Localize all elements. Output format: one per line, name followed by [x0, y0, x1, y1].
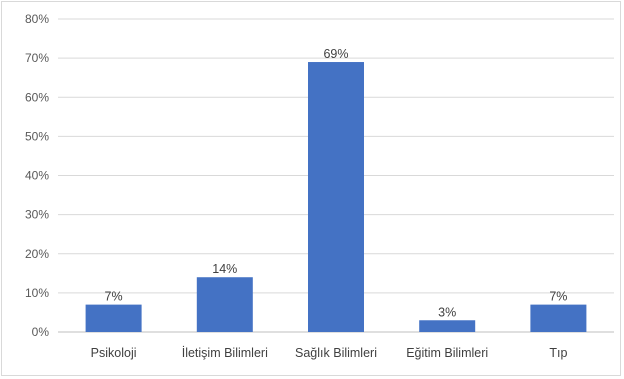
- bar: [419, 320, 476, 332]
- x-tick-label: Sağlık Bilimleri: [295, 346, 377, 360]
- data-label: 14%: [212, 262, 237, 276]
- y-tick-label: 40%: [25, 169, 49, 183]
- bar: [308, 62, 364, 332]
- data-label: 7%: [549, 290, 567, 304]
- bar: [530, 304, 587, 332]
- y-tick-label: 80%: [25, 12, 49, 26]
- data-label: 69%: [323, 47, 348, 61]
- bar: [85, 304, 142, 332]
- data-label: 3%: [438, 305, 456, 319]
- x-tick-label: Psikoloji: [91, 346, 137, 360]
- y-tick-label: 0%: [32, 325, 50, 339]
- bar: [196, 277, 253, 332]
- x-tick-label: Eğitim Bilimleri: [406, 346, 488, 360]
- y-tick-label: 30%: [25, 208, 49, 222]
- data-label: 7%: [105, 290, 123, 304]
- y-tick-label: 20%: [25, 247, 49, 261]
- y-tick-label: 10%: [25, 286, 49, 300]
- x-tick-label: İletişim Bilimleri: [182, 346, 268, 360]
- y-tick-label: 60%: [25, 90, 49, 104]
- x-tick-label: Tıp: [549, 346, 567, 360]
- y-tick-label: 50%: [25, 129, 49, 143]
- y-tick-label: 70%: [25, 51, 49, 65]
